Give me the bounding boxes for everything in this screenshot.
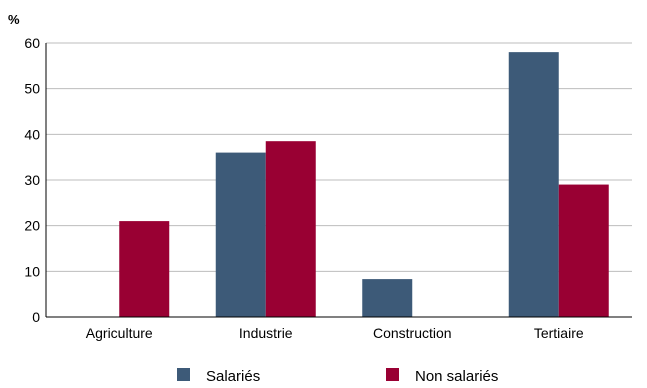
x-tick-label: Industrie [239, 325, 293, 341]
x-tick-label: Tertiaire [534, 325, 584, 341]
legend-label: Salariés [206, 368, 260, 383]
x-tick-label: Agriculture [86, 325, 153, 341]
bar-1-0 [119, 221, 170, 317]
legend-swatch [386, 368, 399, 381]
y-tick-label: 50 [24, 81, 40, 97]
y-tick-label: 10 [24, 263, 40, 279]
y-tick-label: 40 [24, 126, 40, 142]
y-tick-label: 30 [24, 172, 40, 188]
bars [119, 52, 609, 318]
x-tick-label: Construction [373, 325, 452, 341]
legend: Salariés Non salariés [177, 368, 498, 385]
bar-0-1 [215, 152, 266, 317]
y-tick-label: 60 [24, 35, 40, 51]
y-tick-label: 0 [32, 309, 40, 325]
legend-swatch [177, 368, 190, 381]
legend-label: Non salariés [415, 368, 498, 383]
axes: 0 10 20 30 40 50 60 Agriculture Industrie Constru… [24, 35, 632, 341]
y-axis-title: % [8, 12, 20, 27]
bar-1-1 [265, 141, 316, 317]
y-tick-label: 20 [24, 218, 40, 234]
bar-0-3 [508, 52, 559, 318]
bar-1-3 [558, 184, 609, 317]
bar-0-2 [362, 279, 413, 317]
